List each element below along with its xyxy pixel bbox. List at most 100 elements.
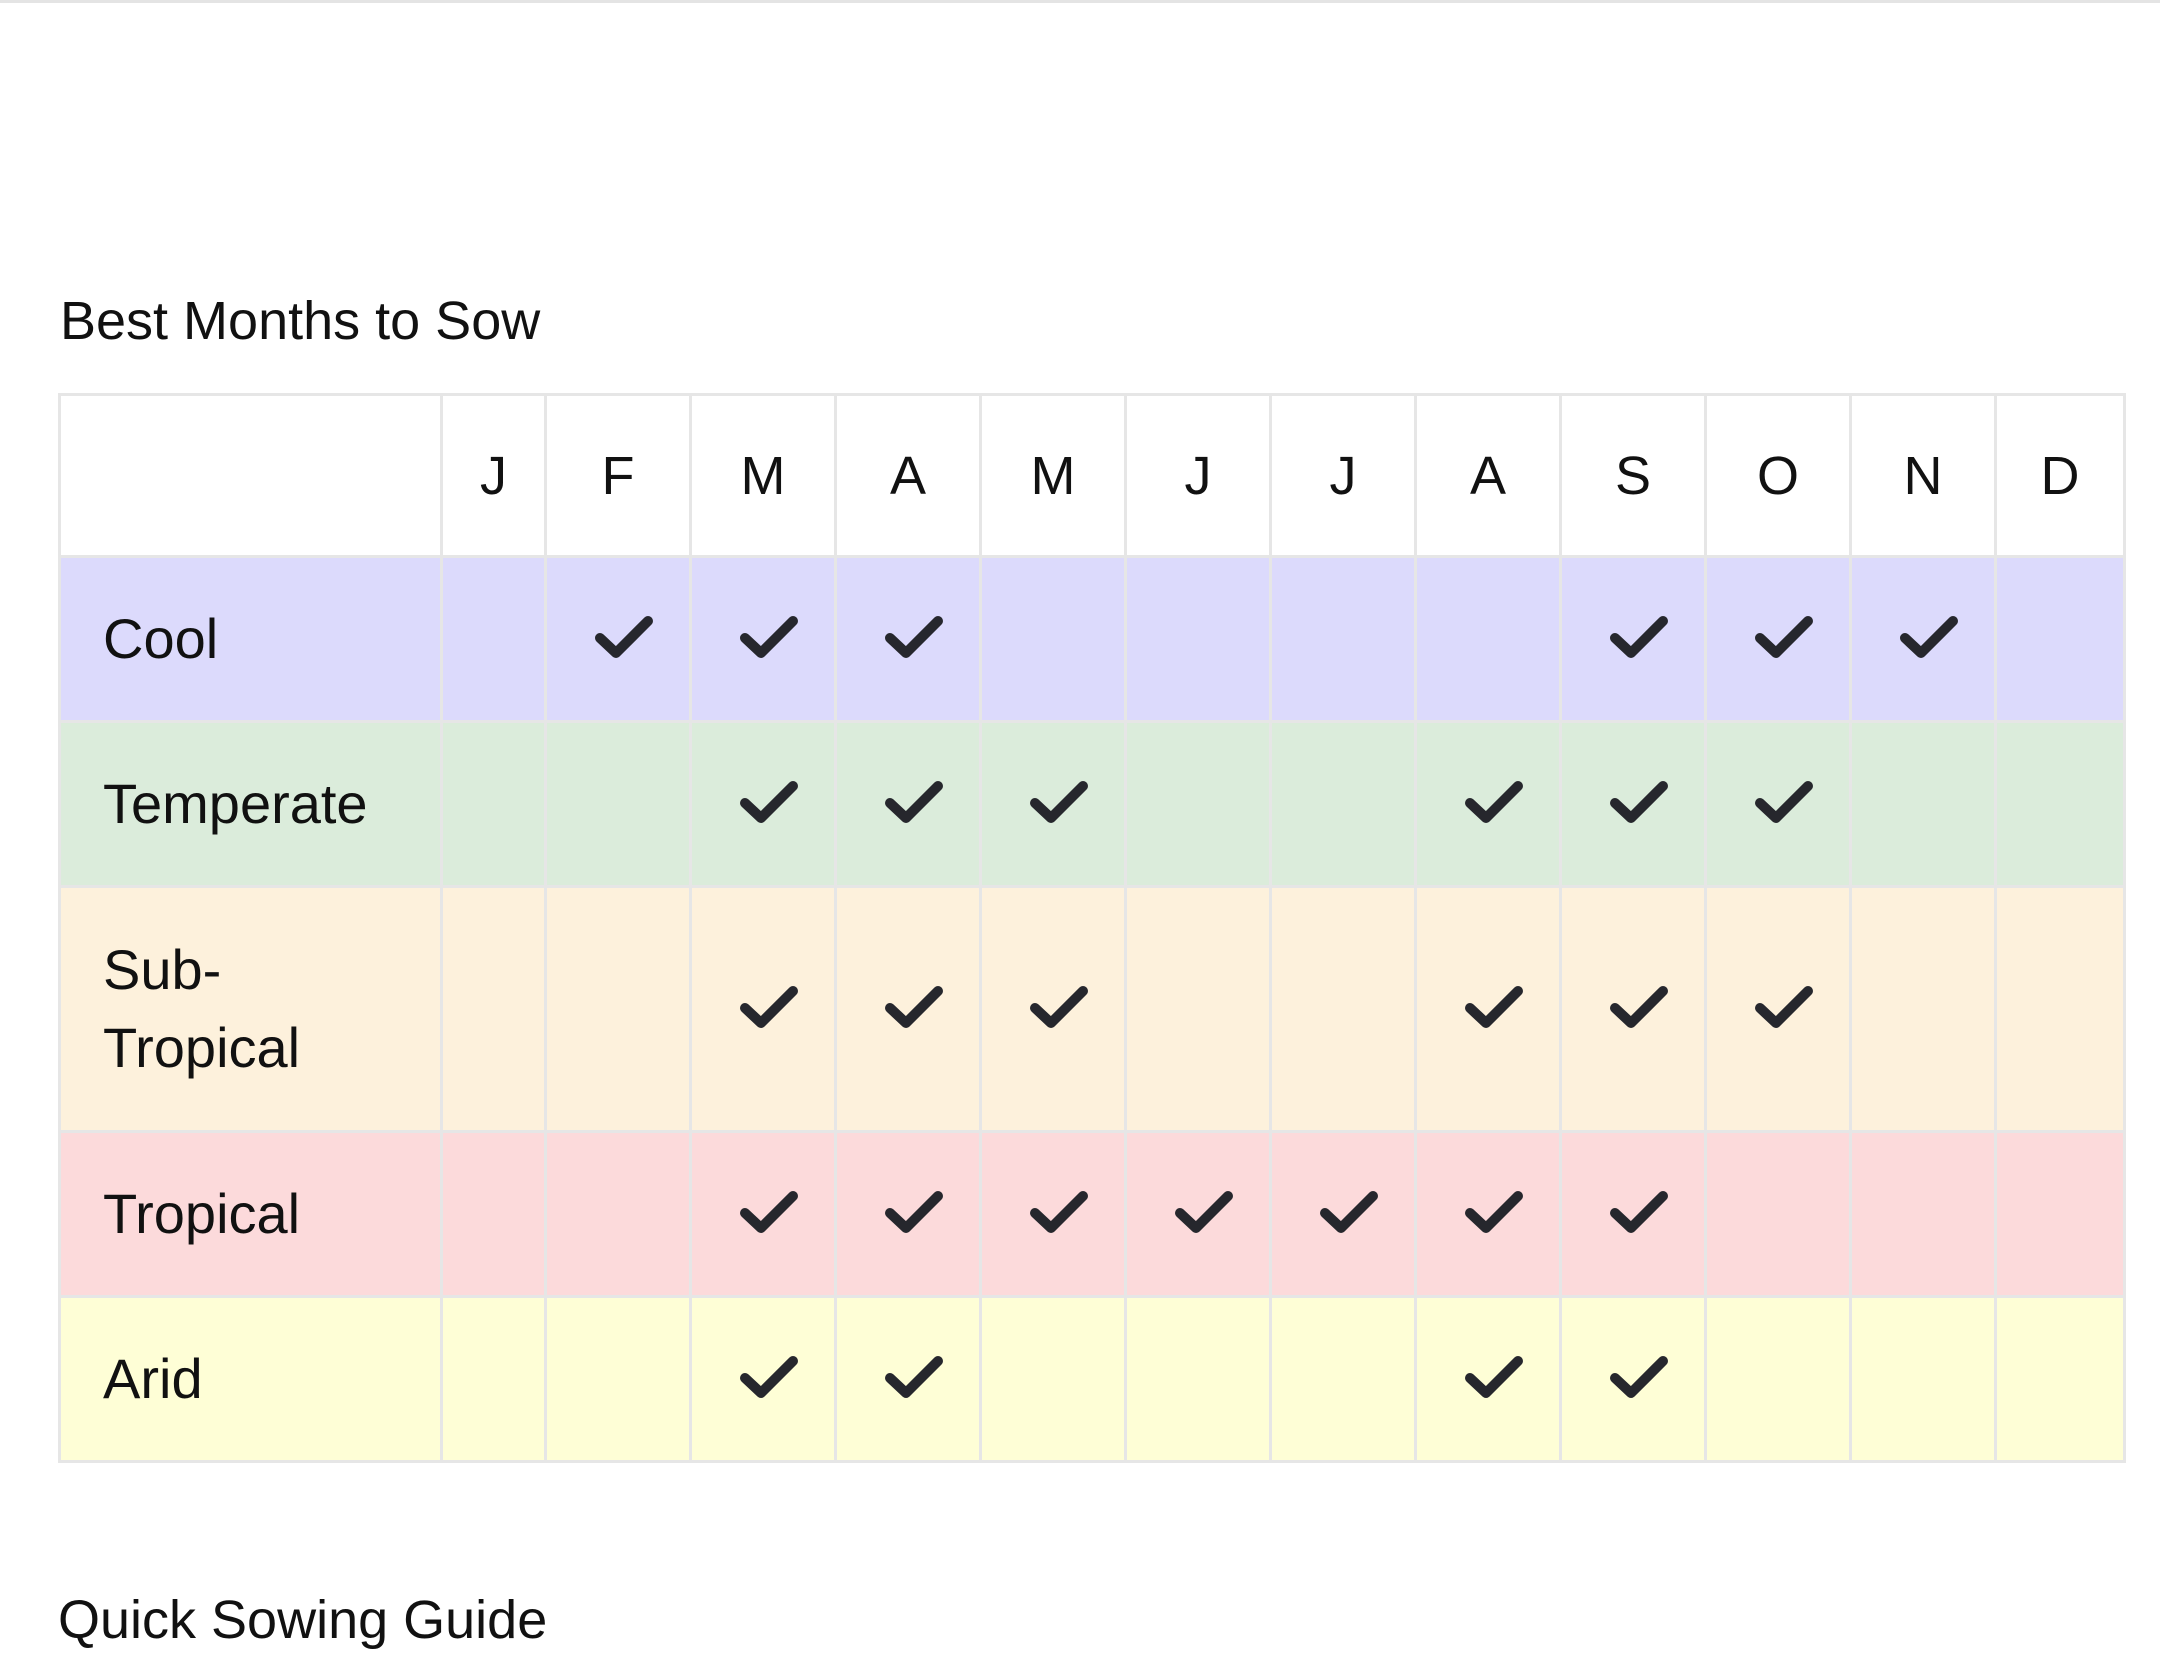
checkmark-icon (1609, 1189, 1669, 1235)
month-cell (1414, 1295, 1562, 1463)
month-cell (834, 720, 982, 888)
checkmark-icon (1899, 614, 1959, 660)
month-cell (1704, 720, 1852, 888)
checkmark-icon (739, 1354, 799, 1400)
checkmark-icon (1464, 984, 1524, 1030)
corner-cell (58, 393, 443, 558)
checkmark-icon (1609, 614, 1669, 660)
month-cell (689, 1295, 837, 1463)
month-cell (689, 555, 837, 723)
month-cell (440, 720, 547, 888)
month-cell (1559, 555, 1707, 723)
month-cell (1994, 885, 2126, 1133)
month-header: D (1994, 393, 2126, 558)
month-cell (1414, 885, 1562, 1133)
month-cell (1414, 720, 1562, 888)
month-cell (1124, 555, 1272, 723)
month-cell (1704, 1130, 1852, 1298)
checkmark-icon (1174, 1189, 1234, 1235)
month-cell (979, 1130, 1127, 1298)
zone-label: Temperate (58, 720, 443, 888)
zone-row: Sub- Tropical (58, 885, 2126, 1133)
zone-row: Arid (58, 1295, 2126, 1463)
checkmark-icon (884, 1354, 944, 1400)
checkmark-icon (1754, 614, 1814, 660)
month-cell (440, 1295, 547, 1463)
month-cell (979, 555, 1127, 723)
month-cell (834, 885, 982, 1133)
checkmark-icon (884, 779, 944, 825)
month-cell (544, 1130, 692, 1298)
checkmark-icon (739, 614, 799, 660)
month-cell (834, 1295, 982, 1463)
checkmark-icon (1464, 779, 1524, 825)
month-cell (1704, 885, 1852, 1133)
checkmark-icon (1754, 779, 1814, 825)
month-cell (834, 1130, 982, 1298)
month-cell (1269, 555, 1417, 723)
month-header: O (1704, 393, 1852, 558)
month-cell (1994, 555, 2126, 723)
checkmark-icon (884, 1189, 944, 1235)
month-header: F (544, 393, 692, 558)
month-cell (440, 1130, 547, 1298)
month-header: A (834, 393, 982, 558)
month-cell (1269, 1130, 1417, 1298)
month-cell (1559, 720, 1707, 888)
month-cell (544, 885, 692, 1133)
zone-label: Tropical (58, 1130, 443, 1298)
quick-sowing-guide-heading: Quick Sowing Guide (58, 1590, 548, 1650)
month-cell (979, 1295, 1127, 1463)
month-header: A (1414, 393, 1562, 558)
month-cell (544, 555, 692, 723)
zone-row: Temperate (58, 720, 2126, 888)
checkmark-icon (1319, 1189, 1379, 1235)
month-cell (1994, 720, 2126, 888)
zone-label: Arid (58, 1295, 443, 1463)
zone-row: Cool (58, 555, 2126, 723)
month-cell (440, 555, 547, 723)
month-cell (544, 1295, 692, 1463)
month-cell (1124, 1295, 1272, 1463)
checkmark-icon (1029, 984, 1089, 1030)
month-header: N (1849, 393, 1997, 558)
zone-label: Sub- Tropical (58, 885, 443, 1133)
checkmark-icon (594, 614, 654, 660)
month-cell (1124, 1130, 1272, 1298)
month-cell (1414, 555, 1562, 723)
month-header: S (1559, 393, 1707, 558)
month-cell (689, 1130, 837, 1298)
month-cell (544, 720, 692, 888)
zone-row: Tropical (58, 1130, 2126, 1298)
month-cell (1704, 1295, 1852, 1463)
month-header: M (979, 393, 1127, 558)
month-cell (834, 555, 982, 723)
checkmark-icon (1609, 984, 1669, 1030)
month-cell (689, 720, 837, 888)
month-cell (1269, 885, 1417, 1133)
checkmark-icon (884, 984, 944, 1030)
month-cell (1849, 555, 1997, 723)
month-cell (1704, 555, 1852, 723)
month-cell (1269, 720, 1417, 888)
month-cell (1849, 1295, 1997, 1463)
checkmark-icon (1029, 779, 1089, 825)
checkmark-icon (739, 779, 799, 825)
month-cell (1994, 1295, 2126, 1463)
checkmark-icon (1464, 1189, 1524, 1235)
month-cell (1849, 720, 1997, 888)
zone-label: Cool (58, 555, 443, 723)
month-cell (979, 885, 1127, 1133)
checkmark-icon (1609, 779, 1669, 825)
month-cell (440, 885, 547, 1133)
month-header: J (1124, 393, 1272, 558)
top-divider (0, 0, 2160, 3)
month-cell (1559, 885, 1707, 1133)
month-cell (1849, 885, 1997, 1133)
month-header: M (689, 393, 837, 558)
month-header: J (440, 393, 547, 558)
month-cell (1414, 1130, 1562, 1298)
checkmark-icon (739, 984, 799, 1030)
month-cell (1269, 1295, 1417, 1463)
